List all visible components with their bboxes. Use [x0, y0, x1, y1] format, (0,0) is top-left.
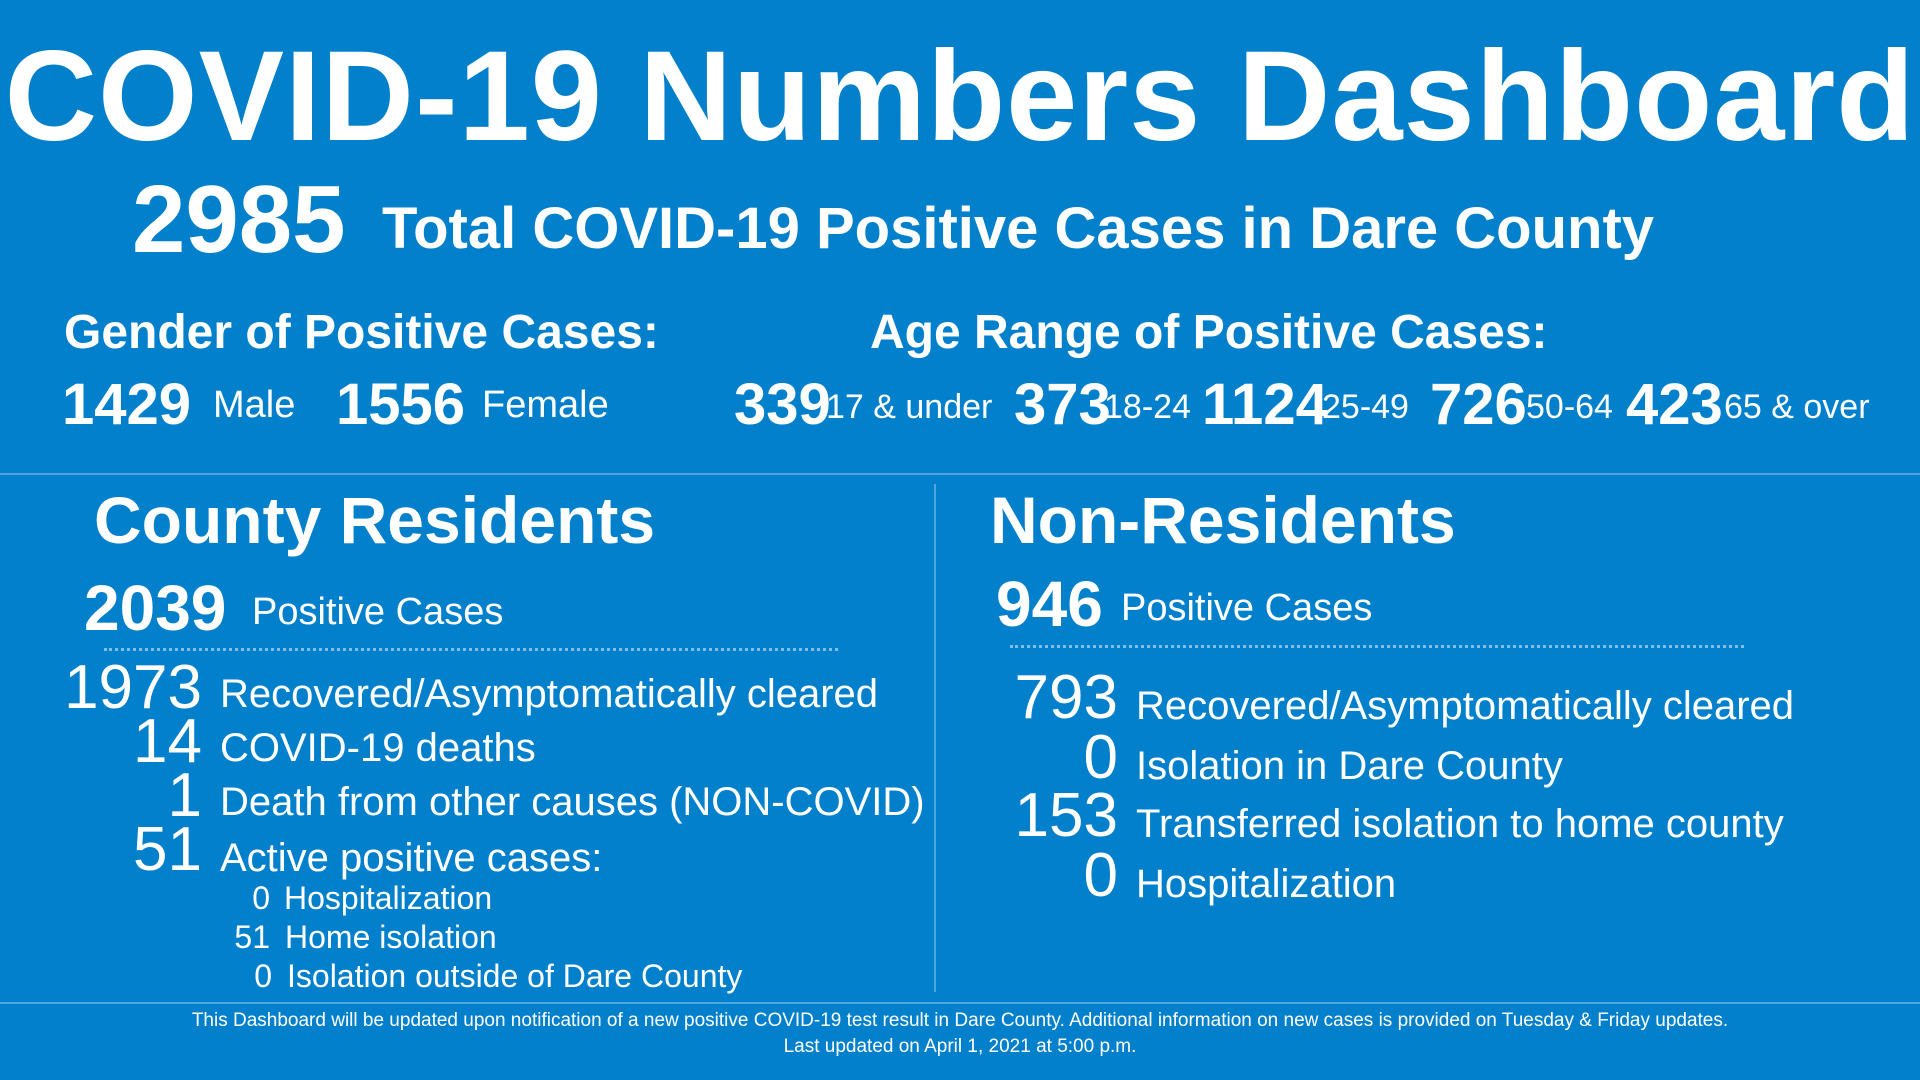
age-50-64-value: 726 — [1430, 372, 1527, 437]
gender-female-value: 1556 — [336, 372, 466, 437]
residents-active-value: 51 — [133, 815, 202, 884]
non-residents-positive-label: Positive Cases — [1121, 587, 1373, 629]
section-divider-top — [0, 473, 1920, 475]
age-18-24-label: 18-24 — [1104, 388, 1191, 426]
section-divider-bottom — [0, 1002, 1920, 1004]
non-residents-hospitalization-label: Hospitalization — [1136, 862, 1397, 906]
non-residents-transferred-value: 153 — [1014, 781, 1118, 850]
residents-other-deaths-label: Death from other causes (NON-COVID) — [220, 780, 925, 824]
residents-positive-value: 2039 — [84, 572, 227, 644]
age-heading: Age Range of Positive Cases: — [870, 306, 1548, 359]
total-cases-value: 2985 — [132, 166, 346, 273]
non-residents-isolation-dare-label: Isolation in Dare County — [1136, 744, 1563, 788]
age-50-64-label: 50-64 — [1526, 388, 1613, 426]
footer-note: This Dashboard will be updated upon noti… — [0, 1008, 1920, 1060]
footer-update-policy: This Dashboard will be updated upon noti… — [191, 1010, 1729, 1031]
age-17-under-value: 339 — [734, 372, 831, 437]
residents-other-deaths-value: 1 — [167, 761, 202, 830]
residents-outside-isolation-value: 0 — [254, 958, 272, 994]
residents-home-isolation-value: 51 — [234, 919, 270, 955]
residents-dotted-divider — [104, 648, 838, 651]
residents-recovered-label: Recovered/Asymptomatically cleared — [220, 672, 879, 716]
residents-home-isolation-label: Home isolation — [285, 919, 497, 955]
residents-deaths-label: COVID-19 deaths — [220, 726, 536, 770]
page-title: COVID-19 Numbers Dashboard — [4, 25, 1916, 168]
age-18-24-value: 373 — [1014, 372, 1111, 437]
residents-positive-label: Positive Cases — [252, 591, 504, 633]
non-residents-recovered-label: Recovered/Asymptomatically cleared — [1136, 684, 1795, 728]
residents-hospitalization-label: Hospitalization — [284, 880, 493, 916]
non-residents-dotted-divider — [1010, 645, 1744, 648]
gender-male-label: Male — [213, 384, 296, 426]
age-65-over-label: 65 & over — [1724, 388, 1870, 426]
residents-outside-isolation-label: Isolation outside of Dare County — [287, 958, 743, 994]
non-residents-isolation-dare-value: 0 — [1083, 723, 1118, 792]
total-cases-label: Total COVID-19 Positive Cases in Dare Co… — [382, 196, 1655, 261]
residents-active-label: Active positive cases: — [220, 836, 603, 880]
non-residents-positive-value: 946 — [996, 568, 1103, 640]
section-divider-vertical — [934, 484, 936, 992]
residents-heading: County Residents — [94, 483, 656, 557]
gender-male-value: 1429 — [62, 372, 192, 437]
age-65-over-value: 423 — [1626, 372, 1723, 437]
residents-recovered-value: 1973 — [64, 653, 202, 722]
age-25-49-label: 25-49 — [1322, 388, 1409, 426]
age-17-under-label: 17 & under — [826, 388, 993, 426]
residents-hospitalization-value: 0 — [252, 880, 270, 916]
non-residents-transferred-label: Transferred isolation to home county — [1136, 802, 1784, 846]
non-residents-recovered-value: 793 — [1014, 663, 1118, 732]
non-residents-hospitalization-value: 0 — [1083, 841, 1118, 910]
age-25-49-value: 1124 — [1202, 372, 1328, 437]
gender-female-label: Female — [482, 384, 609, 426]
residents-deaths-value: 14 — [133, 707, 202, 776]
footer-last-updated: Last updated on April 1, 2021 at 5:00 p.… — [783, 1036, 1137, 1057]
gender-heading: Gender of Positive Cases: — [64, 306, 659, 359]
non-residents-heading: Non-Residents — [990, 483, 1456, 557]
